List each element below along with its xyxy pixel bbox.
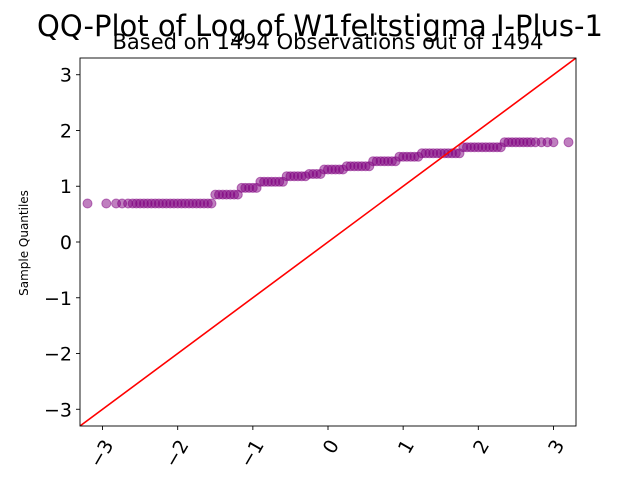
y-tick-label: −2 <box>44 344 72 366</box>
y-tick-label: 3 <box>60 65 72 87</box>
data-points <box>82 137 574 209</box>
chart-title: QQ-Plot of Log of W1feltstigma I-Plus-1 <box>37 9 603 43</box>
y-axis-label: Sample Quantiles <box>17 190 31 296</box>
data-point <box>82 198 93 209</box>
y-tick-label: 0 <box>60 232 72 254</box>
y-tick-label: 2 <box>60 120 72 142</box>
data-point <box>206 198 217 209</box>
reference-line <box>80 58 576 426</box>
data-point <box>101 198 112 209</box>
data-point <box>548 137 559 148</box>
data-point <box>563 137 574 148</box>
chart-subtitle: Based on 1494 Observations out of 1494 <box>112 30 543 54</box>
y-tick-label: −3 <box>44 399 72 421</box>
y-tick-label: 1 <box>60 176 72 198</box>
y-tick-label: −1 <box>44 288 72 310</box>
